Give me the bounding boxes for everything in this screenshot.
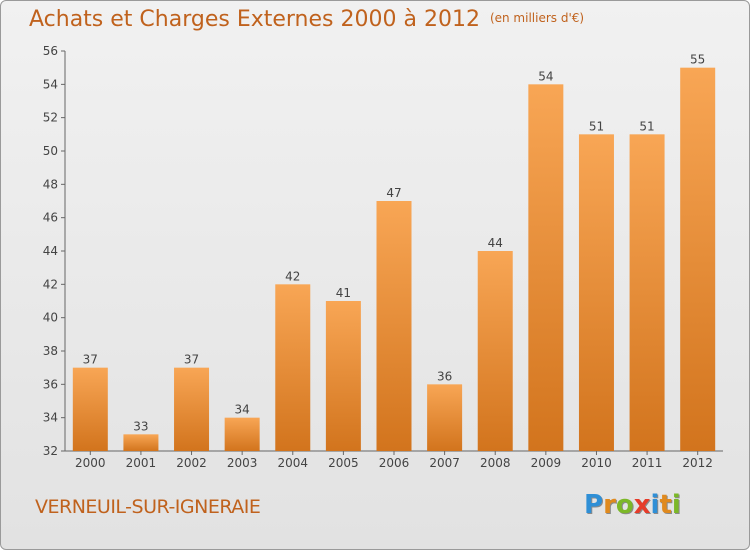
- location-name: VERNEUIL-SUR-IGNERAIE: [35, 496, 261, 518]
- y-tick-label: 48: [43, 177, 58, 191]
- chart-bars: [72, 67, 716, 452]
- y-tick-label: 32: [43, 444, 58, 458]
- chart-unit-note: (en milliers d'€): [489, 11, 585, 25]
- logo-letter: i: [671, 490, 681, 520]
- y-tick-label: 52: [43, 111, 58, 125]
- bar: [72, 367, 108, 451]
- bar: [174, 367, 210, 451]
- y-tick-label: 54: [43, 77, 58, 91]
- bar: [224, 417, 260, 451]
- y-tick-label: 44: [43, 244, 58, 258]
- data-label: 51: [589, 119, 604, 133]
- data-label: 47: [386, 186, 401, 200]
- proxiti-logo[interactable]: Proxiti: [584, 490, 681, 520]
- bar: [528, 84, 564, 451]
- logo-letter: t: [659, 490, 672, 520]
- y-tick-label: 40: [43, 311, 58, 325]
- logo-letter: o: [615, 490, 634, 520]
- x-tick-label: 2011: [632, 456, 663, 470]
- x-tick-label: 2005: [328, 456, 359, 470]
- y-tick-label: 56: [43, 44, 58, 58]
- x-tick-label: 2010: [581, 456, 612, 470]
- x-tick-label: 2007: [429, 456, 460, 470]
- x-tick-label: 2012: [682, 456, 713, 470]
- data-label: 41: [336, 286, 351, 300]
- logo-letter: i: [650, 490, 660, 520]
- bar: [427, 384, 463, 451]
- x-tick-label: 2003: [227, 456, 258, 470]
- data-label: 55: [690, 53, 705, 67]
- logo-letter: x: [633, 490, 651, 520]
- bar: [123, 434, 159, 451]
- chart-data-labels: 37 33 37 34 42 41 47 36 44 54 51 51 55: [83, 53, 706, 434]
- bar: [275, 284, 311, 451]
- logo-letter: r: [603, 490, 616, 520]
- x-tick-label: 2009: [531, 456, 562, 470]
- bar: [578, 134, 614, 452]
- y-tick-label: 46: [43, 211, 58, 225]
- data-label: 34: [235, 403, 250, 417]
- data-label: 42: [285, 269, 300, 283]
- data-label: 36: [437, 369, 452, 383]
- y-tick-label: 34: [43, 411, 58, 425]
- chart-title-text: Achats et Charges Externes 2000 à 2012: [29, 7, 480, 32]
- x-tick-label: 2002: [176, 456, 207, 470]
- bar: [680, 67, 716, 452]
- data-label: 54: [538, 69, 553, 83]
- bar: [629, 134, 665, 452]
- y-tick-label: 42: [43, 277, 58, 291]
- x-tick-label: 2000: [75, 456, 106, 470]
- x-tick-label: 2001: [126, 456, 157, 470]
- x-tick-label: 2008: [480, 456, 511, 470]
- bar: [325, 301, 361, 451]
- y-tick-label: 38: [43, 344, 58, 358]
- data-label: 33: [133, 419, 148, 433]
- data-label: 37: [83, 353, 98, 367]
- data-label: 44: [488, 236, 503, 250]
- data-label: 37: [184, 353, 199, 367]
- y-tick-label: 36: [43, 377, 58, 391]
- data-label: 51: [639, 119, 654, 133]
- chart-title: Achats et Charges Externes 2000 à 2012 (e…: [29, 7, 584, 32]
- x-tick-label: 2006: [379, 456, 410, 470]
- chart-axes: 32 34 36 38 40 42 44 46 48 50 52 54 56 2000 2001 2002 20…: [43, 44, 723, 470]
- logo-letter: P: [584, 490, 604, 520]
- x-tick-label: 2004: [277, 456, 308, 470]
- y-tick-label: 50: [43, 144, 58, 158]
- bar: [376, 201, 412, 451]
- bar: [477, 251, 513, 451]
